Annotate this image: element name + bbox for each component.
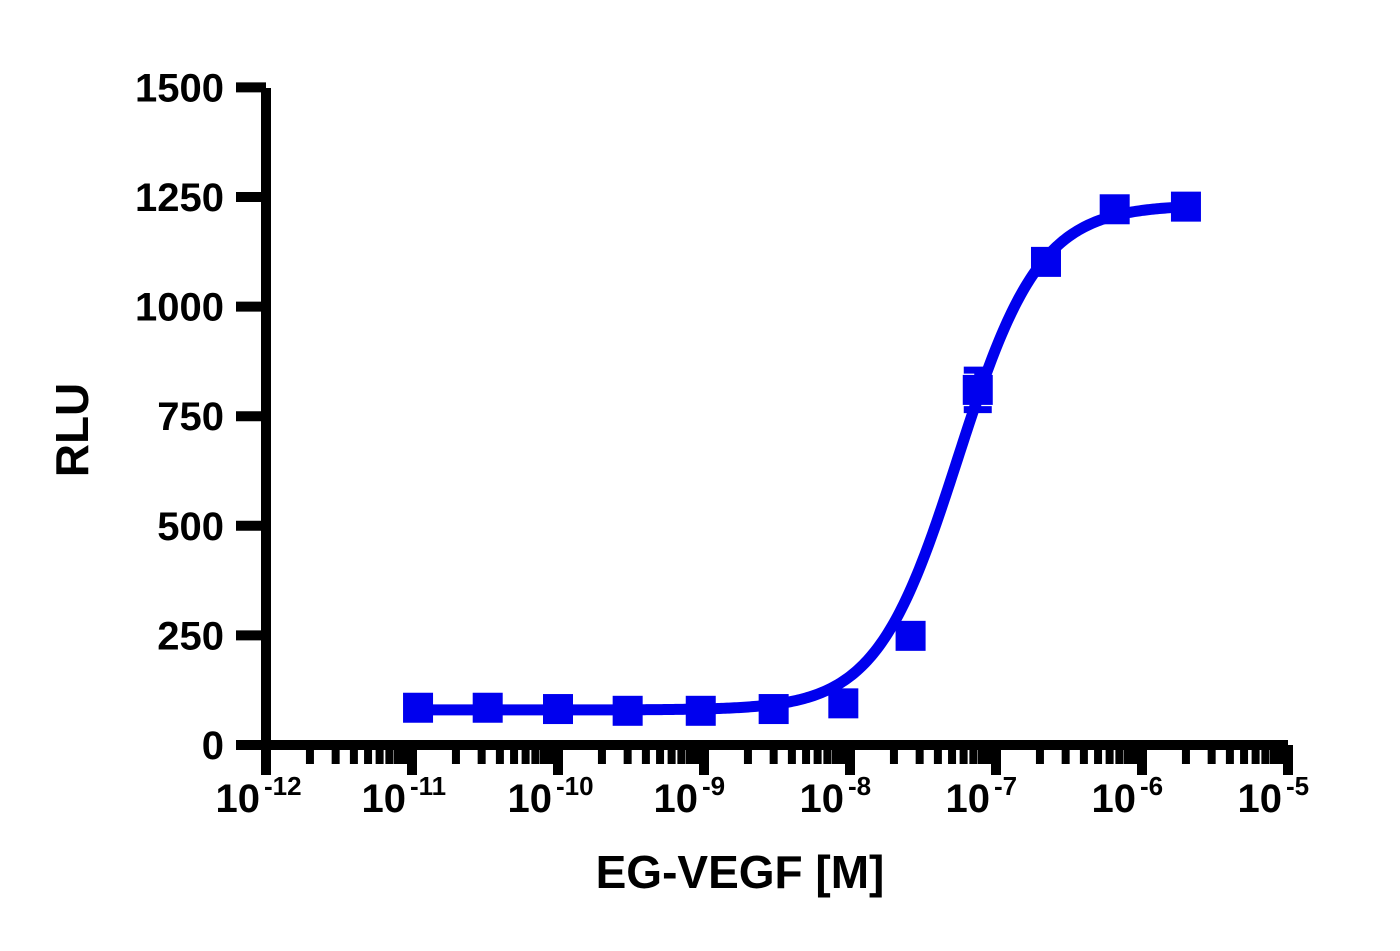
x-tick-label: 10 -11: [362, 771, 447, 821]
data-point-marker: [895, 620, 926, 651]
x-tick-label-exponent: -9: [702, 771, 725, 801]
x-tick-label: 10 -5: [1238, 771, 1310, 821]
y-axis-ticks: [236, 82, 266, 750]
x-tick-label-base: 10: [654, 777, 699, 821]
data-point-marker: [828, 688, 859, 719]
axes-group: [261, 88, 1288, 750]
x-tick-label-exponent: -6: [1140, 771, 1163, 801]
x-tick-label-base: 10: [946, 777, 991, 821]
y-axis-tick-labels: 0 250 500 750 1000 1250 1500: [135, 66, 224, 768]
fit-curve: [412, 201, 1192, 716]
x-tick-label-exponent: -5: [1286, 771, 1309, 801]
x-tick-label: 10 -7: [946, 771, 1018, 821]
x-tick-label: 10 -9: [654, 771, 726, 821]
y-tick-label: 750: [157, 395, 224, 439]
y-tick-label: 0: [202, 724, 224, 768]
x-tick-label: 10 -12: [216, 771, 302, 821]
data-point-marker: [612, 695, 643, 726]
data-point-marker: [472, 692, 503, 723]
data-point-marker: [403, 692, 434, 723]
data-point-marker: [1170, 191, 1201, 222]
data-point-marker: [1099, 194, 1130, 225]
data-point-markers: [403, 191, 1201, 726]
x-tick-label-base: 10: [362, 777, 407, 821]
x-tick-label: 10 -10: [508, 771, 594, 821]
y-tick-label: 500: [157, 505, 224, 549]
x-axis-title: EG-VEGF [M]: [596, 846, 885, 898]
x-tick-label-base: 10: [800, 777, 845, 821]
x-tick-label-base: 10: [1238, 777, 1283, 821]
x-tick-label: 10 -6: [1092, 771, 1164, 821]
data-point-marker: [758, 694, 789, 725]
y-tick-label: 1000: [135, 286, 224, 330]
y-tick-label: 250: [157, 614, 224, 658]
x-tick-label: 10 -8: [800, 771, 872, 821]
x-tick-label-base: 10: [508, 777, 553, 821]
y-axis-title: RLU: [46, 383, 98, 478]
data-point-marker: [543, 694, 573, 725]
x-tick-label-exponent: -10: [556, 771, 594, 801]
x-axis-major-ticks: [261, 745, 1293, 775]
x-tick-label-exponent: -11: [410, 771, 446, 801]
x-tick-label-exponent: -12: [264, 771, 302, 801]
x-tick-label-exponent: -8: [848, 771, 871, 801]
data-point-marker: [685, 695, 716, 726]
y-tick-label: 1250: [135, 176, 224, 220]
x-axis-tick-labels: 10 -12 10 -11 10 -10 10 -9 10 -8 10 -7 10 -6 10 -5: [216, 771, 1310, 821]
data-point-marker: [1030, 246, 1061, 277]
data-point-marker: [962, 374, 993, 405]
x-tick-label-base: 10: [1092, 777, 1137, 821]
y-tick-label: 1500: [135, 66, 224, 110]
x-tick-label-exponent: -7: [994, 771, 1017, 801]
x-axis-minor-ticks: [305, 745, 1286, 764]
x-tick-label-base: 10: [216, 777, 261, 821]
